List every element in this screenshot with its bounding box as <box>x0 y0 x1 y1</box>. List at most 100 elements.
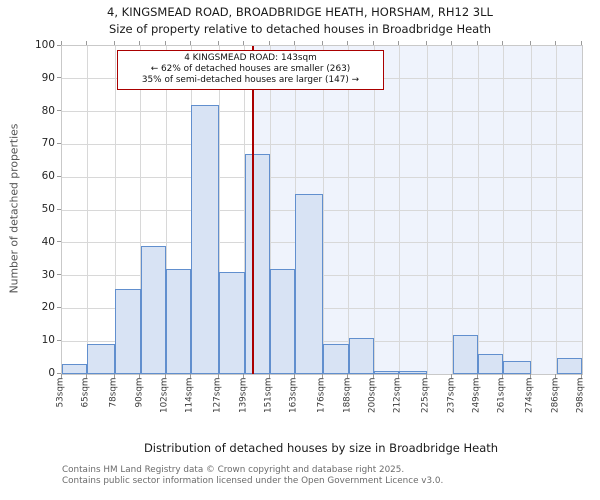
x-tick-mark-bottom <box>451 374 453 379</box>
y-tick-label: 50 <box>41 203 55 215</box>
x-tick-label: 286sqm <box>550 377 561 413</box>
gridline-vertical <box>86 46 88 374</box>
x-tick-mark-bottom <box>113 374 115 379</box>
x-tick-mark-top <box>347 40 349 45</box>
x-tick-label: 200sqm <box>367 377 378 413</box>
gridline-vertical <box>502 46 504 374</box>
x-tick-mark-bottom <box>139 374 141 379</box>
y-tick-mark <box>57 241 61 243</box>
histogram-bar <box>503 360 532 374</box>
gridline-vertical <box>426 46 428 374</box>
gridline-vertical <box>348 46 350 374</box>
gridline-vertical <box>322 46 324 374</box>
x-tick-label: 237sqm <box>446 377 457 413</box>
y-tick-label: 60 <box>41 170 55 183</box>
x-tick-mark-bottom <box>85 374 87 379</box>
y-tick-mark <box>57 77 61 79</box>
x-tick-label: 90sqm <box>134 377 145 407</box>
x-tick-mark-top <box>476 40 478 45</box>
x-tick-mark-top <box>293 40 295 45</box>
x-tick-label: 274sqm <box>524 377 535 413</box>
plot-area <box>61 45 583 375</box>
histogram-bar <box>219 272 245 374</box>
x-tick-label: 53sqm <box>55 377 66 407</box>
x-tick-mark-bottom <box>372 374 374 379</box>
x-tick-label: 78sqm <box>108 377 119 407</box>
histogram-bar <box>556 357 582 374</box>
y-tick-label: 20 <box>41 301 55 314</box>
x-tick-mark-top <box>555 40 557 45</box>
gridline-vertical <box>556 46 558 374</box>
x-tick-mark-top <box>451 40 453 45</box>
y-tick-label: 70 <box>41 137 55 150</box>
x-tick-mark-top <box>321 40 323 45</box>
x-tick-mark-bottom <box>60 374 62 379</box>
x-tick-label: 65sqm <box>80 377 91 407</box>
y-tick-label: 90 <box>41 71 55 84</box>
y-tick-mark <box>57 175 61 177</box>
x-tick-label: 127sqm <box>212 377 223 413</box>
gridline-vertical <box>114 46 116 374</box>
y-tick-mark <box>57 274 61 276</box>
y-tick-label: 30 <box>41 268 55 281</box>
x-tick-label: 114sqm <box>184 377 195 413</box>
histogram-bar <box>115 288 141 374</box>
x-tick-mark-bottom <box>243 374 245 379</box>
x-tick-mark-top <box>397 40 399 45</box>
x-tick-label: 212sqm <box>392 377 403 413</box>
y-tick-mark <box>57 372 61 374</box>
x-tick-label: 151sqm <box>263 377 274 413</box>
gridline-vertical <box>373 46 375 374</box>
gridline-vertical <box>269 46 271 374</box>
histogram-bar <box>374 370 400 374</box>
x-tick-mark-bottom <box>501 374 503 379</box>
x-tick-mark-bottom <box>268 374 270 379</box>
x-tick-label: 298sqm <box>575 377 586 413</box>
x-tick-mark-top <box>217 40 219 45</box>
y-axis-title: Number of detached properties <box>7 123 21 294</box>
x-tick-mark-bottom <box>217 374 219 379</box>
x-tick-label: 102sqm <box>159 377 170 413</box>
x-tick-mark-bottom <box>293 374 295 379</box>
x-tick-mark-bottom <box>580 374 582 379</box>
x-tick-mark-top <box>139 40 141 45</box>
histogram-bar <box>452 334 478 374</box>
histogram-bar <box>191 105 220 374</box>
footer-attribution-line2: Contains public sector information licen… <box>62 476 444 486</box>
histogram-bar <box>244 154 270 374</box>
y-tick-label: 40 <box>41 235 55 248</box>
histogram-bar <box>166 269 192 374</box>
x-tick-mark-top <box>189 40 191 45</box>
gridline-horizontal <box>62 176 582 178</box>
y-tick-mark <box>57 110 61 112</box>
y-tick-mark <box>57 339 61 341</box>
x-tick-mark-bottom <box>529 374 531 379</box>
gridline-vertical <box>165 46 167 374</box>
histogram-bar <box>62 364 88 374</box>
x-tick-mark-top <box>529 40 531 45</box>
footer-attribution-line1: Contains HM Land Registry data © Crown c… <box>62 465 405 475</box>
annotation-smaller-stat: ← 62% of detached houses are smaller (26… <box>150 64 351 74</box>
x-tick-label: 176sqm <box>316 377 327 413</box>
histogram-bar <box>323 344 349 374</box>
x-tick-label: 249sqm <box>471 377 482 413</box>
histogram-bar <box>87 344 116 374</box>
gridline-vertical <box>452 46 454 374</box>
y-tick-label: 100 <box>34 39 55 51</box>
x-tick-label: 163sqm <box>288 377 299 413</box>
x-tick-mark-top <box>425 40 427 45</box>
annotation-larger-stat: 35% of semi-detached houses are larger (… <box>141 75 360 85</box>
x-tick-mark-top <box>85 40 87 45</box>
x-tick-mark-top <box>164 40 166 45</box>
y-tick-mark <box>57 142 61 144</box>
annotation-box: 4 KINGSMEAD ROAD: 143sqm ← 62% of detach… <box>117 50 384 90</box>
x-tick-mark-bottom <box>555 374 557 379</box>
x-tick-mark-top <box>113 40 115 45</box>
histogram-bar <box>270 269 296 374</box>
x-tick-mark-bottom <box>425 374 427 379</box>
gridline-horizontal <box>62 111 582 113</box>
x-tick-mark-bottom <box>397 374 399 379</box>
y-tick-mark <box>57 208 61 210</box>
x-tick-mark-bottom <box>164 374 166 379</box>
